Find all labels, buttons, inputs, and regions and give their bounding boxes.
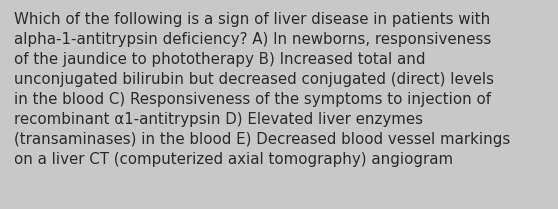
Text: Which of the following is a sign of liver disease in patients with
alpha-1-antit: Which of the following is a sign of live… (14, 12, 510, 167)
